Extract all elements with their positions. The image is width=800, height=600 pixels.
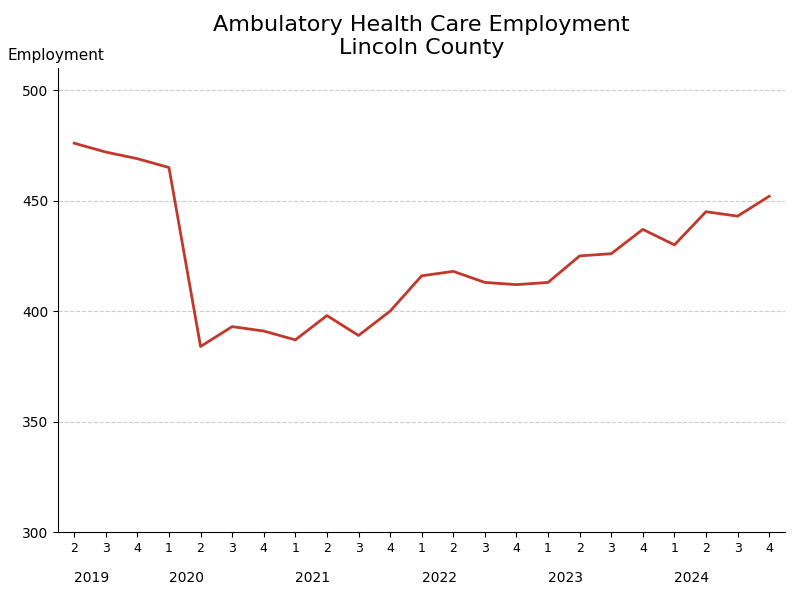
Text: 2022: 2022 (422, 571, 457, 585)
Title: Ambulatory Health Care Employment
Lincoln County: Ambulatory Health Care Employment Lincol… (214, 15, 630, 58)
Text: 2021: 2021 (295, 571, 330, 585)
Text: Employment: Employment (7, 49, 105, 64)
Text: 2019: 2019 (74, 571, 110, 585)
Text: 2023: 2023 (548, 571, 583, 585)
Text: 2020: 2020 (169, 571, 204, 585)
Text: 2024: 2024 (674, 571, 710, 585)
